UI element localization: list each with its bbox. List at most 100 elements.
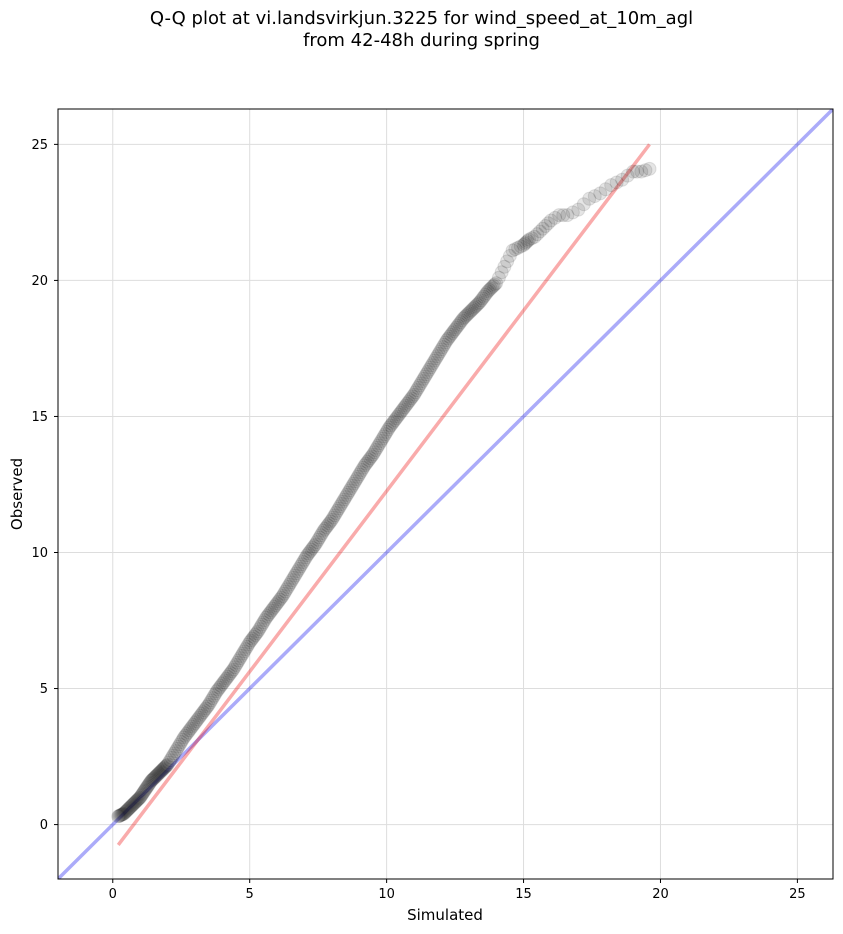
data-point bbox=[241, 637, 256, 652]
chart-title: Q-Q plot at vi.landsvirkjun.3225 for win… bbox=[149, 8, 694, 29]
data-point bbox=[129, 794, 144, 809]
data-point bbox=[341, 485, 356, 500]
data-point bbox=[296, 555, 311, 570]
data-point bbox=[448, 322, 463, 337]
data-point bbox=[222, 667, 237, 682]
data-point bbox=[443, 327, 458, 342]
data-point bbox=[286, 570, 301, 585]
data-point bbox=[159, 758, 174, 773]
data-point bbox=[476, 289, 491, 304]
data-point bbox=[163, 753, 178, 768]
data-point bbox=[439, 333, 454, 348]
data-point bbox=[435, 340, 450, 355]
data-point bbox=[265, 601, 280, 616]
data-point bbox=[450, 318, 465, 333]
data-point bbox=[527, 229, 542, 244]
data-point bbox=[494, 265, 509, 280]
data-point bbox=[166, 748, 181, 763]
data-point bbox=[120, 803, 135, 818]
data-point bbox=[344, 481, 359, 496]
data-point bbox=[176, 730, 191, 745]
data-point bbox=[367, 445, 382, 460]
data-point bbox=[212, 680, 227, 695]
data-point bbox=[201, 697, 216, 712]
data-point bbox=[376, 429, 391, 444]
data-point bbox=[249, 626, 264, 641]
y-tick-label-2: 10 bbox=[31, 546, 48, 561]
data-point bbox=[463, 304, 478, 319]
data-point bbox=[119, 803, 134, 818]
data-point bbox=[480, 284, 495, 299]
chart-subtitle: from 42-48h during spring bbox=[303, 30, 540, 51]
data-point bbox=[548, 210, 563, 225]
data-point bbox=[337, 492, 352, 507]
data-point bbox=[335, 494, 350, 509]
data-point bbox=[391, 407, 406, 422]
data-point bbox=[272, 592, 287, 607]
data-point bbox=[307, 539, 322, 554]
data-point bbox=[441, 331, 456, 346]
data-point bbox=[345, 478, 360, 493]
data-point bbox=[465, 301, 480, 316]
data-point bbox=[308, 537, 323, 552]
data-point bbox=[530, 227, 545, 242]
data-point bbox=[158, 759, 173, 774]
data-point bbox=[438, 335, 453, 350]
data-point bbox=[446, 324, 461, 339]
grid-lines bbox=[58, 109, 833, 879]
data-point bbox=[141, 778, 156, 793]
data-point bbox=[609, 175, 624, 190]
data-point bbox=[313, 528, 328, 543]
data-point bbox=[541, 216, 556, 231]
data-point bbox=[242, 635, 257, 650]
data-point bbox=[287, 568, 302, 583]
data-point bbox=[326, 510, 341, 525]
data-point bbox=[482, 282, 497, 297]
data-point bbox=[322, 516, 337, 531]
data-point bbox=[363, 451, 378, 466]
data-point bbox=[178, 728, 193, 743]
data-point bbox=[231, 653, 246, 668]
data-point bbox=[117, 805, 132, 820]
data-point bbox=[412, 378, 427, 393]
data-point bbox=[408, 385, 423, 400]
data-point bbox=[472, 295, 487, 310]
data-point bbox=[320, 518, 335, 533]
data-point bbox=[511, 240, 526, 255]
data-point bbox=[468, 299, 483, 314]
data-point bbox=[289, 566, 304, 581]
data-point bbox=[189, 714, 204, 729]
data-point bbox=[409, 383, 424, 398]
data-point bbox=[359, 456, 374, 471]
data-point bbox=[237, 644, 252, 659]
data-point bbox=[153, 764, 168, 779]
data-point bbox=[218, 673, 233, 688]
data-point bbox=[111, 809, 126, 824]
data-point bbox=[604, 178, 619, 193]
data-point bbox=[131, 792, 146, 807]
data-point bbox=[175, 732, 190, 747]
data-point bbox=[174, 735, 189, 750]
data-point bbox=[626, 164, 641, 179]
data-point bbox=[235, 646, 250, 661]
data-point bbox=[233, 651, 248, 666]
data-point bbox=[620, 168, 635, 183]
data-point bbox=[252, 622, 267, 637]
data-point bbox=[634, 164, 649, 179]
data-point bbox=[220, 669, 235, 684]
data-point bbox=[434, 342, 449, 357]
y-tick-label-5: 25 bbox=[31, 138, 48, 153]
data-point bbox=[419, 367, 434, 382]
data-point bbox=[417, 369, 432, 384]
data-point bbox=[138, 782, 153, 797]
data-point bbox=[475, 291, 490, 306]
data-point bbox=[556, 208, 571, 223]
x-tick-label-1: 5 bbox=[246, 887, 254, 902]
data-point bbox=[460, 307, 475, 322]
data-point bbox=[402, 393, 417, 408]
data-point bbox=[172, 737, 187, 752]
data-point bbox=[442, 329, 457, 344]
data-point bbox=[312, 530, 327, 545]
data-point bbox=[260, 608, 275, 623]
x-tick-label-2: 10 bbox=[378, 887, 395, 902]
